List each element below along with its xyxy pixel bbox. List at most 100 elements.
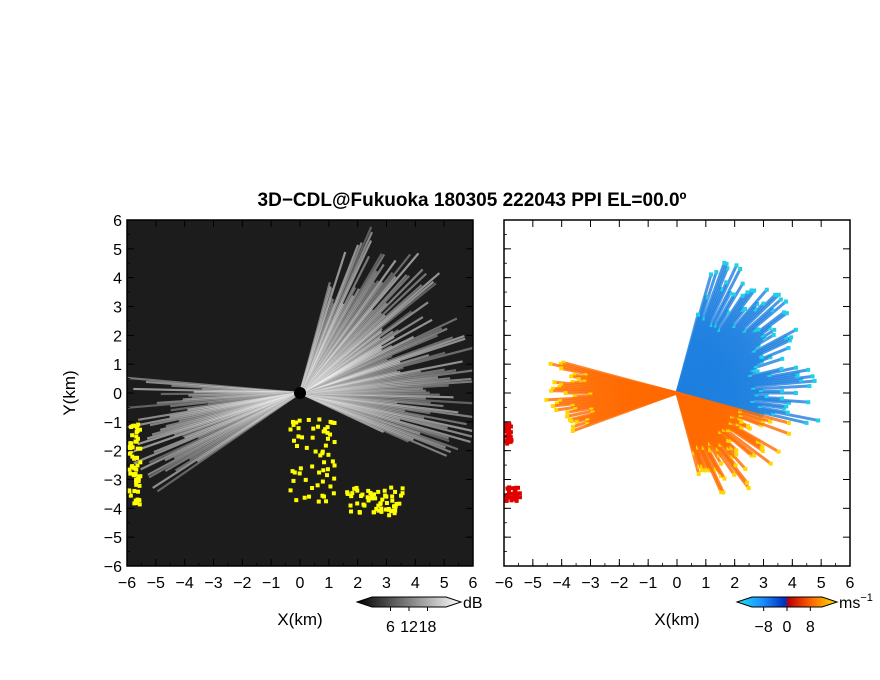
reflectivity-highlight-cell	[357, 510, 362, 515]
velocity-negative-ray-fringe	[789, 335, 794, 340]
velocity-x-tick-label: −6	[495, 575, 513, 592]
velocity-negative-ray-fringe	[731, 323, 736, 328]
velocity-negative-ray-fringe	[806, 400, 811, 405]
velocity-negative-ray-fringe	[785, 410, 790, 415]
velocity-negative-ray-fringe	[725, 266, 730, 271]
velocity-field	[504, 260, 821, 503]
reflectivity-highlight-cell	[135, 436, 140, 441]
reflectivity-y-tick-label: 6	[113, 213, 122, 230]
velocity-positive-ray-fringe	[588, 392, 593, 397]
velocity-negative-ray-fringe	[755, 301, 760, 306]
velocity-negative-ray-fringe	[755, 369, 760, 374]
velocity-edge-cell	[504, 421, 509, 426]
reflectivity-highlight-cell	[132, 489, 137, 494]
velocity-positive-ray-fringe	[787, 431, 792, 436]
reflectivity-colorbar-tick-label: 12	[400, 619, 418, 636]
reflectivity-highlight-cell	[386, 507, 391, 512]
reflectivity-highlight-cell	[331, 491, 336, 496]
velocity-negative-ray-fringe	[810, 374, 815, 379]
velocity-x-tick-label: −5	[524, 575, 542, 592]
velocity-edge-cell	[507, 437, 512, 442]
velocity-edge-cell	[512, 488, 517, 493]
reflectivity-highlight-cell	[390, 494, 395, 499]
reflectivity-highlight-cell	[332, 476, 337, 481]
reflectivity-highlight-cell	[330, 459, 335, 464]
reflectivity-highlight-cell	[130, 464, 135, 469]
reflectivity-ray	[298, 281, 331, 394]
velocity-negative-ray-fringe	[780, 356, 785, 361]
chart-title: 3D−CDL@Fukuoka 180305 222043 PPI EL=00.0…	[258, 190, 687, 211]
velocity-edge-cell	[508, 424, 513, 429]
reflectivity-x-tick-label: −6	[118, 575, 136, 592]
velocity-edge-cell	[516, 485, 521, 490]
velocity-negative-ray-fringe	[779, 396, 784, 401]
velocity-x-tick-label: 1	[701, 575, 710, 592]
reflectivity-highlight-cell	[306, 417, 311, 422]
velocity-positive-ray-fringe	[572, 394, 577, 399]
reflectivity-highlight-cell	[328, 484, 333, 489]
reflectivity-highlight-cell	[127, 467, 132, 472]
reflectivity-highlight-cell	[134, 434, 139, 439]
reflectivity-highlight-cell	[134, 439, 139, 444]
reflectivity-highlight-cell	[138, 474, 143, 479]
velocity-positive-ray-fringe	[726, 438, 731, 443]
reflectivity-highlight-cell	[135, 476, 140, 481]
velocity-negative-ray-fringe	[743, 306, 748, 311]
velocity-x-tick-label: 4	[788, 575, 797, 592]
velocity-edge-cell	[506, 490, 511, 495]
velocity-negative-ray-fringe	[779, 366, 784, 371]
reflectivity-colorbar-ticks: 6 12 18	[386, 607, 437, 636]
velocity-positive-ray-fringe	[589, 407, 594, 412]
reflectivity-highlight-cell	[322, 460, 327, 465]
reflectivity-highlight-cell	[137, 483, 142, 488]
velocity-edge-cell	[508, 495, 513, 500]
velocity-x-tick-label: 6	[846, 575, 855, 592]
velocity-colorbar-unit: ms−1	[839, 592, 873, 612]
reflectivity-highlight-cell	[384, 494, 389, 499]
velocity-edge-cell	[506, 424, 511, 429]
reflectivity-y-tick-label: 3	[113, 300, 122, 317]
velocity-negative-ray-fringe	[795, 374, 800, 379]
velocity-negative-ray-fringe	[783, 335, 788, 340]
reflectivity-highlight-cell	[294, 420, 299, 425]
velocity-positive-ray-fringe	[786, 420, 791, 425]
velocity-negative-ray-fringe	[759, 353, 764, 358]
velocity-positive-ray-fringe	[576, 377, 581, 382]
reflectivity-x-tick-label: 6	[469, 575, 478, 592]
velocity-negative-ray-fringe	[795, 371, 800, 376]
reflectivity-highlight-cell	[138, 460, 143, 465]
velocity-colorbar-tick-label: 8	[806, 619, 815, 636]
velocity-positive-ray-fringe	[574, 419, 579, 424]
velocity-edge-cell	[504, 439, 509, 444]
velocity-negative-ray-fringe	[770, 308, 775, 313]
velocity-edge-cell	[509, 491, 514, 496]
velocity-negative-ray-fringe	[804, 420, 809, 425]
velocity-positive-ray-fringe	[552, 380, 557, 385]
velocity-positive-ray-fringe	[573, 407, 578, 412]
reflectivity-x-tick-label: 1	[324, 575, 333, 592]
velocity-negative-ray-fringe	[724, 280, 729, 285]
velocity-edge-cell	[512, 497, 517, 502]
velocity-unit-base: ms	[839, 595, 860, 612]
velocity-positive-ray-fringe	[739, 419, 744, 424]
reflectivity-highlight-cell	[127, 488, 132, 493]
reflectivity-highlight-cell	[311, 426, 316, 431]
velocity-negative-ray-fringe	[767, 326, 772, 331]
reflectivity-highlight-cell	[321, 468, 326, 473]
reflectivity-highlight-cell	[378, 501, 383, 506]
velocity-positive-ray-fringe	[563, 391, 568, 395]
velocity-positive-ray-fringe	[550, 404, 555, 409]
velocity-negative-ray-fringe	[787, 400, 792, 405]
velocity-x-tick-label: 0	[673, 575, 682, 592]
reflectivity-highlight-cell	[324, 499, 329, 504]
reflectivity-highlight-cell	[290, 469, 295, 474]
reflectivity-highlight-cell	[129, 424, 134, 429]
velocity-negative-ray-fringe	[734, 263, 739, 268]
velocity-positive-ray-fringe	[760, 444, 765, 449]
reflectivity-highlight-cell	[352, 486, 357, 491]
velocity-positive-ray-fringe	[752, 453, 757, 458]
reflectivity-x-tick-label: −5	[147, 575, 165, 592]
reflectivity-highlight-cell	[288, 427, 293, 432]
reflectivity-highlight	[127, 417, 405, 518]
reflectivity-highlight-cell	[292, 438, 297, 443]
